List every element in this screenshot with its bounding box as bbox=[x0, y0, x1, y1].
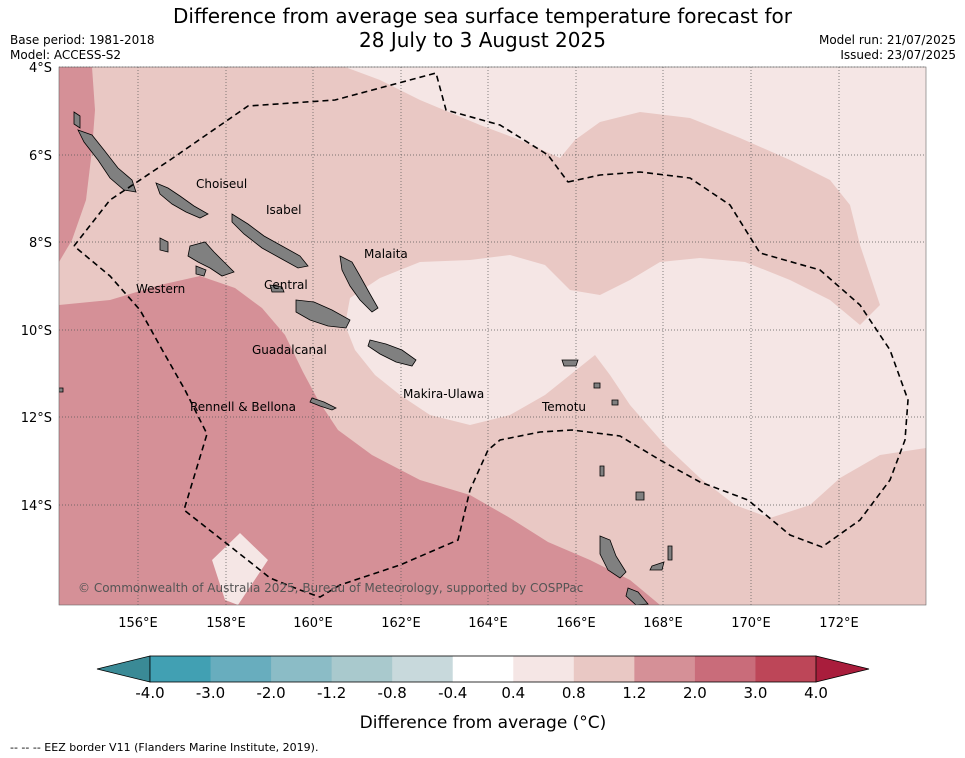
label-isabel: Isabel bbox=[266, 203, 301, 217]
lon-label: 172°E bbox=[819, 616, 859, 631]
choiseul-island bbox=[155, 182, 209, 219]
label-choiseul: Choiseul bbox=[196, 177, 247, 191]
colorbar-segment bbox=[331, 656, 393, 682]
colorbar-segment bbox=[634, 656, 696, 682]
guadalcanal-island bbox=[295, 299, 351, 329]
maewo-island bbox=[649, 561, 665, 571]
label-guadalcanal: Guadalcanal bbox=[252, 343, 327, 357]
lon-label: 158°E bbox=[206, 616, 246, 631]
lat-label: 12°S bbox=[21, 411, 52, 426]
lon-label: 166°E bbox=[556, 616, 596, 631]
colorbar-segment bbox=[392, 656, 454, 682]
malaita-island bbox=[339, 255, 379, 313]
sst-anomaly-field bbox=[59, 67, 926, 605]
bougainville-north-islet bbox=[73, 111, 81, 129]
utupua-island bbox=[611, 399, 619, 406]
lon-label: 156°E bbox=[118, 616, 158, 631]
colorbar: -4.0 -3.0 -2.0 -1.2 -0.8 -0.4 0.4 0.8 1.2 2.0 3.0 4… bbox=[96, 655, 870, 702]
makira-island bbox=[367, 339, 417, 367]
colorbar-label: Difference from average (°C) bbox=[360, 713, 607, 733]
eez-legend-note: -- -- -- EEZ border V11 (Flanders Marine… bbox=[10, 741, 318, 754]
colorbar-tick-label: 3.0 bbox=[744, 684, 768, 702]
colorbar-segment bbox=[694, 656, 756, 682]
isabel-island bbox=[231, 213, 309, 269]
colorbar-segment bbox=[150, 656, 212, 682]
lat-label: 14°S bbox=[21, 499, 52, 514]
issued-date: Issued: 23/07/2025 bbox=[840, 48, 956, 62]
eez-solomon-islands bbox=[73, 72, 909, 598]
santa-cruz-island bbox=[561, 359, 579, 367]
vanikoro-island bbox=[593, 382, 601, 389]
colorbar-over-arrow bbox=[815, 655, 870, 683]
malekula-island bbox=[625, 587, 649, 605]
west-coast-islet bbox=[59, 387, 64, 393]
map-title-line-2: 28 July to 3 August 2025 bbox=[359, 28, 606, 52]
lat-label: 6°S bbox=[29, 149, 52, 164]
colorbar-segment bbox=[452, 656, 514, 682]
longitude-labels: 156°E 158°E 160°E 162°E 164°E 166°E 168°… bbox=[118, 616, 859, 631]
lon-label: 160°E bbox=[293, 616, 333, 631]
label-temotu: Temotu bbox=[541, 400, 586, 414]
label-central: Central bbox=[264, 278, 308, 292]
base-period: Base period: 1981-2018 bbox=[10, 33, 155, 47]
colorbar-tick-label: -4.0 bbox=[135, 684, 164, 702]
espiritu-santo-island bbox=[599, 535, 627, 579]
colorbar-tick-label: -2.0 bbox=[256, 684, 285, 702]
colorbar-segment bbox=[573, 656, 635, 682]
lat-label: 10°S bbox=[21, 324, 52, 339]
colorbar-tick-label: -1.2 bbox=[317, 684, 346, 702]
torres-islands bbox=[599, 465, 605, 477]
label-makira-ulawa: Makira-Ulawa bbox=[403, 387, 484, 401]
lon-label: 170°E bbox=[731, 616, 771, 631]
province-labels: Choiseul Isabel Malaita Western Central … bbox=[136, 177, 586, 414]
colorbar-tick-label: 4.0 bbox=[804, 684, 828, 702]
lat-label: 8°S bbox=[29, 236, 52, 251]
label-malaita: Malaita bbox=[364, 247, 408, 261]
lat-label: 4°S bbox=[29, 61, 52, 76]
colorbar-tick-label: 2.0 bbox=[683, 684, 707, 702]
banks-islands bbox=[635, 491, 645, 501]
ambae-island bbox=[667, 545, 673, 561]
colorbar-segment bbox=[271, 656, 333, 682]
label-rennell-bellona: Rennell & Bellona bbox=[190, 400, 296, 414]
rennell-island bbox=[309, 397, 337, 411]
model-name: Model: ACCESS-S2 bbox=[10, 48, 122, 62]
colorbar-segment bbox=[210, 656, 272, 682]
map-title-line-1: Difference from average sea surface temp… bbox=[172, 4, 792, 28]
lon-label: 168°E bbox=[643, 616, 683, 631]
colorbar-segment bbox=[513, 656, 575, 682]
anomaly-region-0.4-0.8-north bbox=[345, 67, 926, 518]
colorbar-tick-label: -0.4 bbox=[438, 684, 467, 702]
anomaly-region-1.2-2.0-south bbox=[59, 276, 660, 605]
eez-borders bbox=[73, 72, 909, 598]
label-western: Western bbox=[136, 282, 185, 296]
colorbar-under-arrow bbox=[96, 655, 151, 683]
colorbar-segment bbox=[755, 656, 817, 682]
rendova bbox=[195, 265, 207, 277]
colorbar-tick-label: -3.0 bbox=[196, 684, 225, 702]
new-georgia-islands bbox=[187, 241, 235, 277]
anomaly-region-1.2-2.0 bbox=[59, 67, 95, 262]
map-frame bbox=[58, 66, 927, 606]
nggela-islands bbox=[269, 284, 285, 293]
latitude-labels: 4°S 6°S 8°S 10°S 12°S 14°S bbox=[21, 61, 52, 514]
colorbar-tick-label: -0.8 bbox=[378, 684, 407, 702]
colorbar-tick-label: 0.4 bbox=[501, 684, 525, 702]
colorbar-tick-label: 0.8 bbox=[562, 684, 586, 702]
model-run: Model run: 21/07/2025 bbox=[818, 33, 956, 47]
bougainville-island bbox=[77, 129, 137, 193]
colorbar-frame bbox=[149, 655, 817, 683]
copyright-notice: © Commonwealth of Australia 2025, Bureau… bbox=[78, 581, 583, 595]
vella-lavella bbox=[159, 237, 169, 253]
lon-label: 164°E bbox=[468, 616, 508, 631]
land-masses bbox=[59, 111, 673, 605]
lon-label: 162°E bbox=[381, 616, 421, 631]
colorbar-tick-label: 1.2 bbox=[622, 684, 646, 702]
